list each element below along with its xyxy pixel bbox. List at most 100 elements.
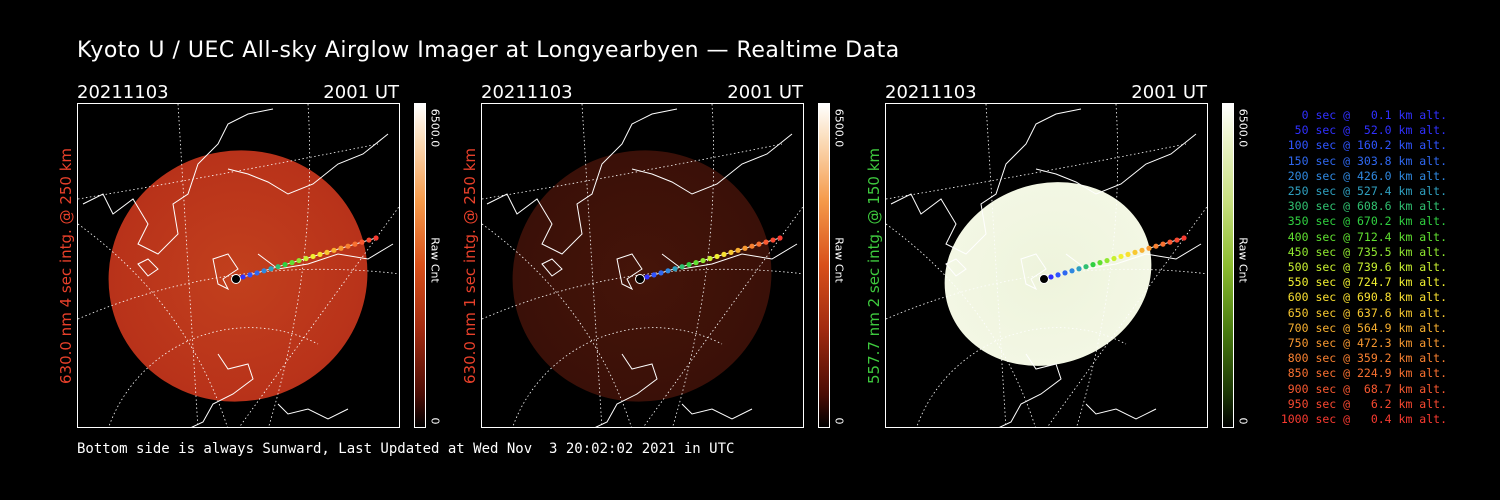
panel-1-colorbar-label: Raw Cnt bbox=[428, 237, 442, 283]
footer-status: Bottom side is always Sunward, Last Upda… bbox=[77, 441, 735, 457]
panel-3-ylabel-text: 557.7 nm 2 sec intg. @ 150 km bbox=[865, 147, 883, 384]
panel-svg bbox=[482, 104, 803, 427]
panel-1-colorbar bbox=[414, 103, 426, 428]
trajectory-point bbox=[231, 274, 241, 284]
panel-1-image bbox=[77, 103, 400, 428]
trajectory-point bbox=[777, 235, 783, 241]
grid-lines bbox=[886, 104, 1207, 427]
trajectory-point bbox=[1104, 257, 1110, 264]
airglow-disk bbox=[512, 150, 772, 402]
trajectory-point bbox=[296, 257, 302, 264]
coastline bbox=[890, 108, 1202, 427]
airglow-disk bbox=[944, 182, 1152, 366]
trajectory-point bbox=[672, 266, 678, 272]
trajectory-point bbox=[679, 264, 685, 270]
grid-lines bbox=[482, 104, 803, 427]
trajectory-point bbox=[1181, 235, 1187, 241]
legend-item: 950 sec @ 6.2 km alt. bbox=[1287, 396, 1447, 411]
trajectory-point bbox=[1062, 270, 1068, 276]
legend-item: 700 sec @ 564.9 km alt. bbox=[1287, 320, 1447, 335]
legend-item: 850 sec @ 224.9 km alt. bbox=[1287, 366, 1447, 381]
trajectory-point bbox=[658, 270, 664, 276]
trajectory-point bbox=[254, 270, 260, 276]
trajectory-point bbox=[366, 237, 372, 243]
trajectory-point bbox=[1153, 243, 1159, 249]
legend-item: 600 sec @ 690.8 km alt. bbox=[1287, 290, 1447, 305]
panel-svg bbox=[78, 104, 399, 427]
trajectory-point bbox=[1160, 241, 1166, 247]
trajectory-point bbox=[714, 253, 720, 260]
trajectory-point bbox=[763, 239, 769, 245]
panel-1-time: 2001 UT bbox=[323, 82, 399, 103]
panel-2-ylabel: 630.0 nm 1 sec intg. @ 250 km bbox=[460, 103, 480, 428]
trajectory-point bbox=[728, 249, 734, 255]
panel-1-colorbar-min: 0 bbox=[428, 417, 442, 425]
trajectory-point bbox=[1083, 264, 1089, 270]
panel-svg bbox=[886, 104, 1207, 427]
trajectory-point bbox=[1118, 253, 1124, 260]
trajectory-point bbox=[700, 257, 706, 264]
panel-3-colorbar-max: 6500.0 bbox=[1236, 108, 1250, 148]
trajectory-point bbox=[331, 247, 337, 253]
panel-2-colorbar-label: Raw Cnt bbox=[832, 237, 846, 283]
trajectory-point bbox=[261, 268, 267, 274]
panel-2-image bbox=[481, 103, 804, 428]
coastline bbox=[82, 108, 394, 427]
trajectory-point bbox=[1167, 239, 1173, 245]
panel-3-ylabel: 557.7 nm 2 sec intg. @ 150 km bbox=[864, 103, 884, 428]
trajectory-point bbox=[282, 262, 288, 268]
legend-item: 1000 sec @ 0.4 km alt. bbox=[1280, 412, 1447, 427]
panel-2-colorbar-max: 6500.0 bbox=[832, 108, 846, 148]
trajectory-point bbox=[1132, 249, 1138, 255]
legend-item: 750 sec @ 472.3 km alt. bbox=[1287, 336, 1447, 351]
panel-1-ylabel: 630.0 nm 4 sec intg. @ 250 km bbox=[56, 103, 76, 428]
legend-item: 650 sec @ 637.6 km alt. bbox=[1287, 305, 1447, 320]
panel-3-image bbox=[885, 103, 1208, 428]
trajectory-point bbox=[1069, 268, 1075, 274]
trajectory-point bbox=[324, 249, 330, 255]
trajectory-point bbox=[1076, 266, 1082, 272]
panel-3-date: 20211103 bbox=[885, 82, 977, 103]
panel-2-colorbar-min: 0 bbox=[832, 417, 846, 425]
trajectory-point bbox=[303, 255, 309, 262]
trajectory-point bbox=[686, 262, 692, 268]
trajectory-point bbox=[345, 243, 351, 249]
trajectory-point bbox=[289, 260, 295, 266]
trajectory-point bbox=[1048, 274, 1054, 280]
legend-item: 550 sec @ 724.7 km alt. bbox=[1287, 275, 1447, 290]
trajectory-point bbox=[749, 243, 755, 249]
trajectory-point bbox=[1039, 274, 1049, 284]
trajectory-point bbox=[735, 247, 741, 253]
grid-lines bbox=[78, 104, 399, 427]
trajectory-point bbox=[317, 251, 323, 257]
trajectory-point bbox=[756, 241, 762, 247]
trajectory-point bbox=[373, 235, 379, 241]
airglow-disk bbox=[108, 150, 368, 402]
legend-item: 500 sec @ 739.6 km alt. bbox=[1287, 260, 1447, 275]
page-title: Kyoto U / UEC All-sky Airglow Imager at … bbox=[77, 38, 900, 63]
trajectory-point bbox=[310, 253, 316, 260]
legend-item: 100 sec @ 160.2 km alt. bbox=[1287, 138, 1447, 153]
trajectory-point bbox=[693, 260, 699, 266]
trajectory-point bbox=[635, 274, 645, 284]
trajectory-point bbox=[1174, 237, 1180, 243]
panel-2-date: 20211103 bbox=[481, 82, 573, 103]
trajectory-point bbox=[770, 237, 776, 243]
legend-item: 450 sec @ 735.5 km alt. bbox=[1287, 244, 1447, 259]
coastline bbox=[486, 108, 798, 427]
trajectory-point bbox=[359, 239, 365, 245]
trajectory-point bbox=[275, 264, 281, 270]
panel-3-time: 2001 UT bbox=[1131, 82, 1207, 103]
panel-1-date: 20211103 bbox=[77, 82, 169, 103]
panel-1-ylabel-text: 630.0 nm 4 sec intg. @ 250 km bbox=[57, 147, 75, 384]
trajectory-point bbox=[707, 255, 713, 262]
legend-item: 400 sec @ 712.4 km alt. bbox=[1287, 229, 1447, 244]
panel-3-colorbar bbox=[1222, 103, 1234, 428]
legend-item: 0 sec @ 0.1 km alt. bbox=[1301, 108, 1447, 122]
panel-2-colorbar bbox=[818, 103, 830, 428]
trajectory-point bbox=[665, 268, 671, 274]
trajectory-point bbox=[1125, 251, 1131, 257]
trajectory-point bbox=[742, 245, 748, 251]
legend-item: 300 sec @ 608.6 km alt. bbox=[1287, 199, 1447, 214]
panel-3-colorbar-label: Raw Cnt bbox=[1236, 237, 1250, 283]
